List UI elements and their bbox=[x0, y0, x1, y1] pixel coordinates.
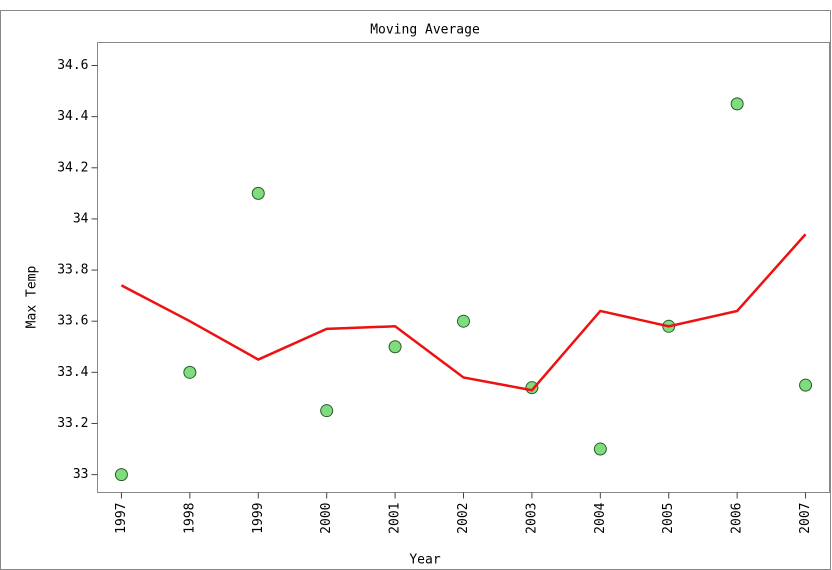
point bbox=[593, 442, 607, 456]
x-axis-label: Year bbox=[409, 553, 440, 568]
y-tick-label: 34.4 bbox=[57, 109, 88, 124]
point bbox=[183, 365, 197, 379]
x-tick-label: 2001 bbox=[388, 503, 403, 534]
point bbox=[251, 186, 265, 200]
x-tick-label: 1998 bbox=[182, 503, 197, 534]
x-tick-label: 2000 bbox=[319, 503, 334, 534]
x-tick-label: 2005 bbox=[661, 503, 676, 534]
x-tick-label: 1999 bbox=[251, 503, 266, 534]
point bbox=[320, 404, 334, 418]
x-tick-label: 1997 bbox=[114, 503, 129, 534]
point bbox=[388, 340, 402, 354]
x-tick-label: 2006 bbox=[730, 503, 745, 534]
average-line bbox=[120, 233, 807, 392]
y-tick-label: 33.8 bbox=[57, 263, 88, 278]
y-tick-label: 33.6 bbox=[57, 314, 88, 329]
y-tick-label: 33.4 bbox=[57, 365, 88, 380]
y-tick-label: 34.6 bbox=[57, 58, 88, 73]
y-tick-label: 34.2 bbox=[57, 160, 88, 175]
x-tick-label: 2007 bbox=[798, 503, 813, 534]
y-tick-label: 33 bbox=[73, 467, 89, 482]
point bbox=[114, 468, 128, 482]
x-tick-label: 2004 bbox=[593, 502, 608, 533]
chart-title: Moving Average bbox=[370, 23, 480, 38]
point bbox=[799, 378, 813, 392]
y-tick-label: 33.2 bbox=[57, 416, 88, 431]
x-tick-label: 2002 bbox=[456, 503, 471, 534]
point bbox=[730, 97, 744, 111]
y-axis-label: Max Temp bbox=[25, 266, 40, 329]
y-tick-label: 34 bbox=[73, 211, 89, 226]
point bbox=[457, 314, 470, 328]
frame bbox=[0, 10, 831, 570]
x-tick-label: 2003 bbox=[524, 503, 539, 534]
